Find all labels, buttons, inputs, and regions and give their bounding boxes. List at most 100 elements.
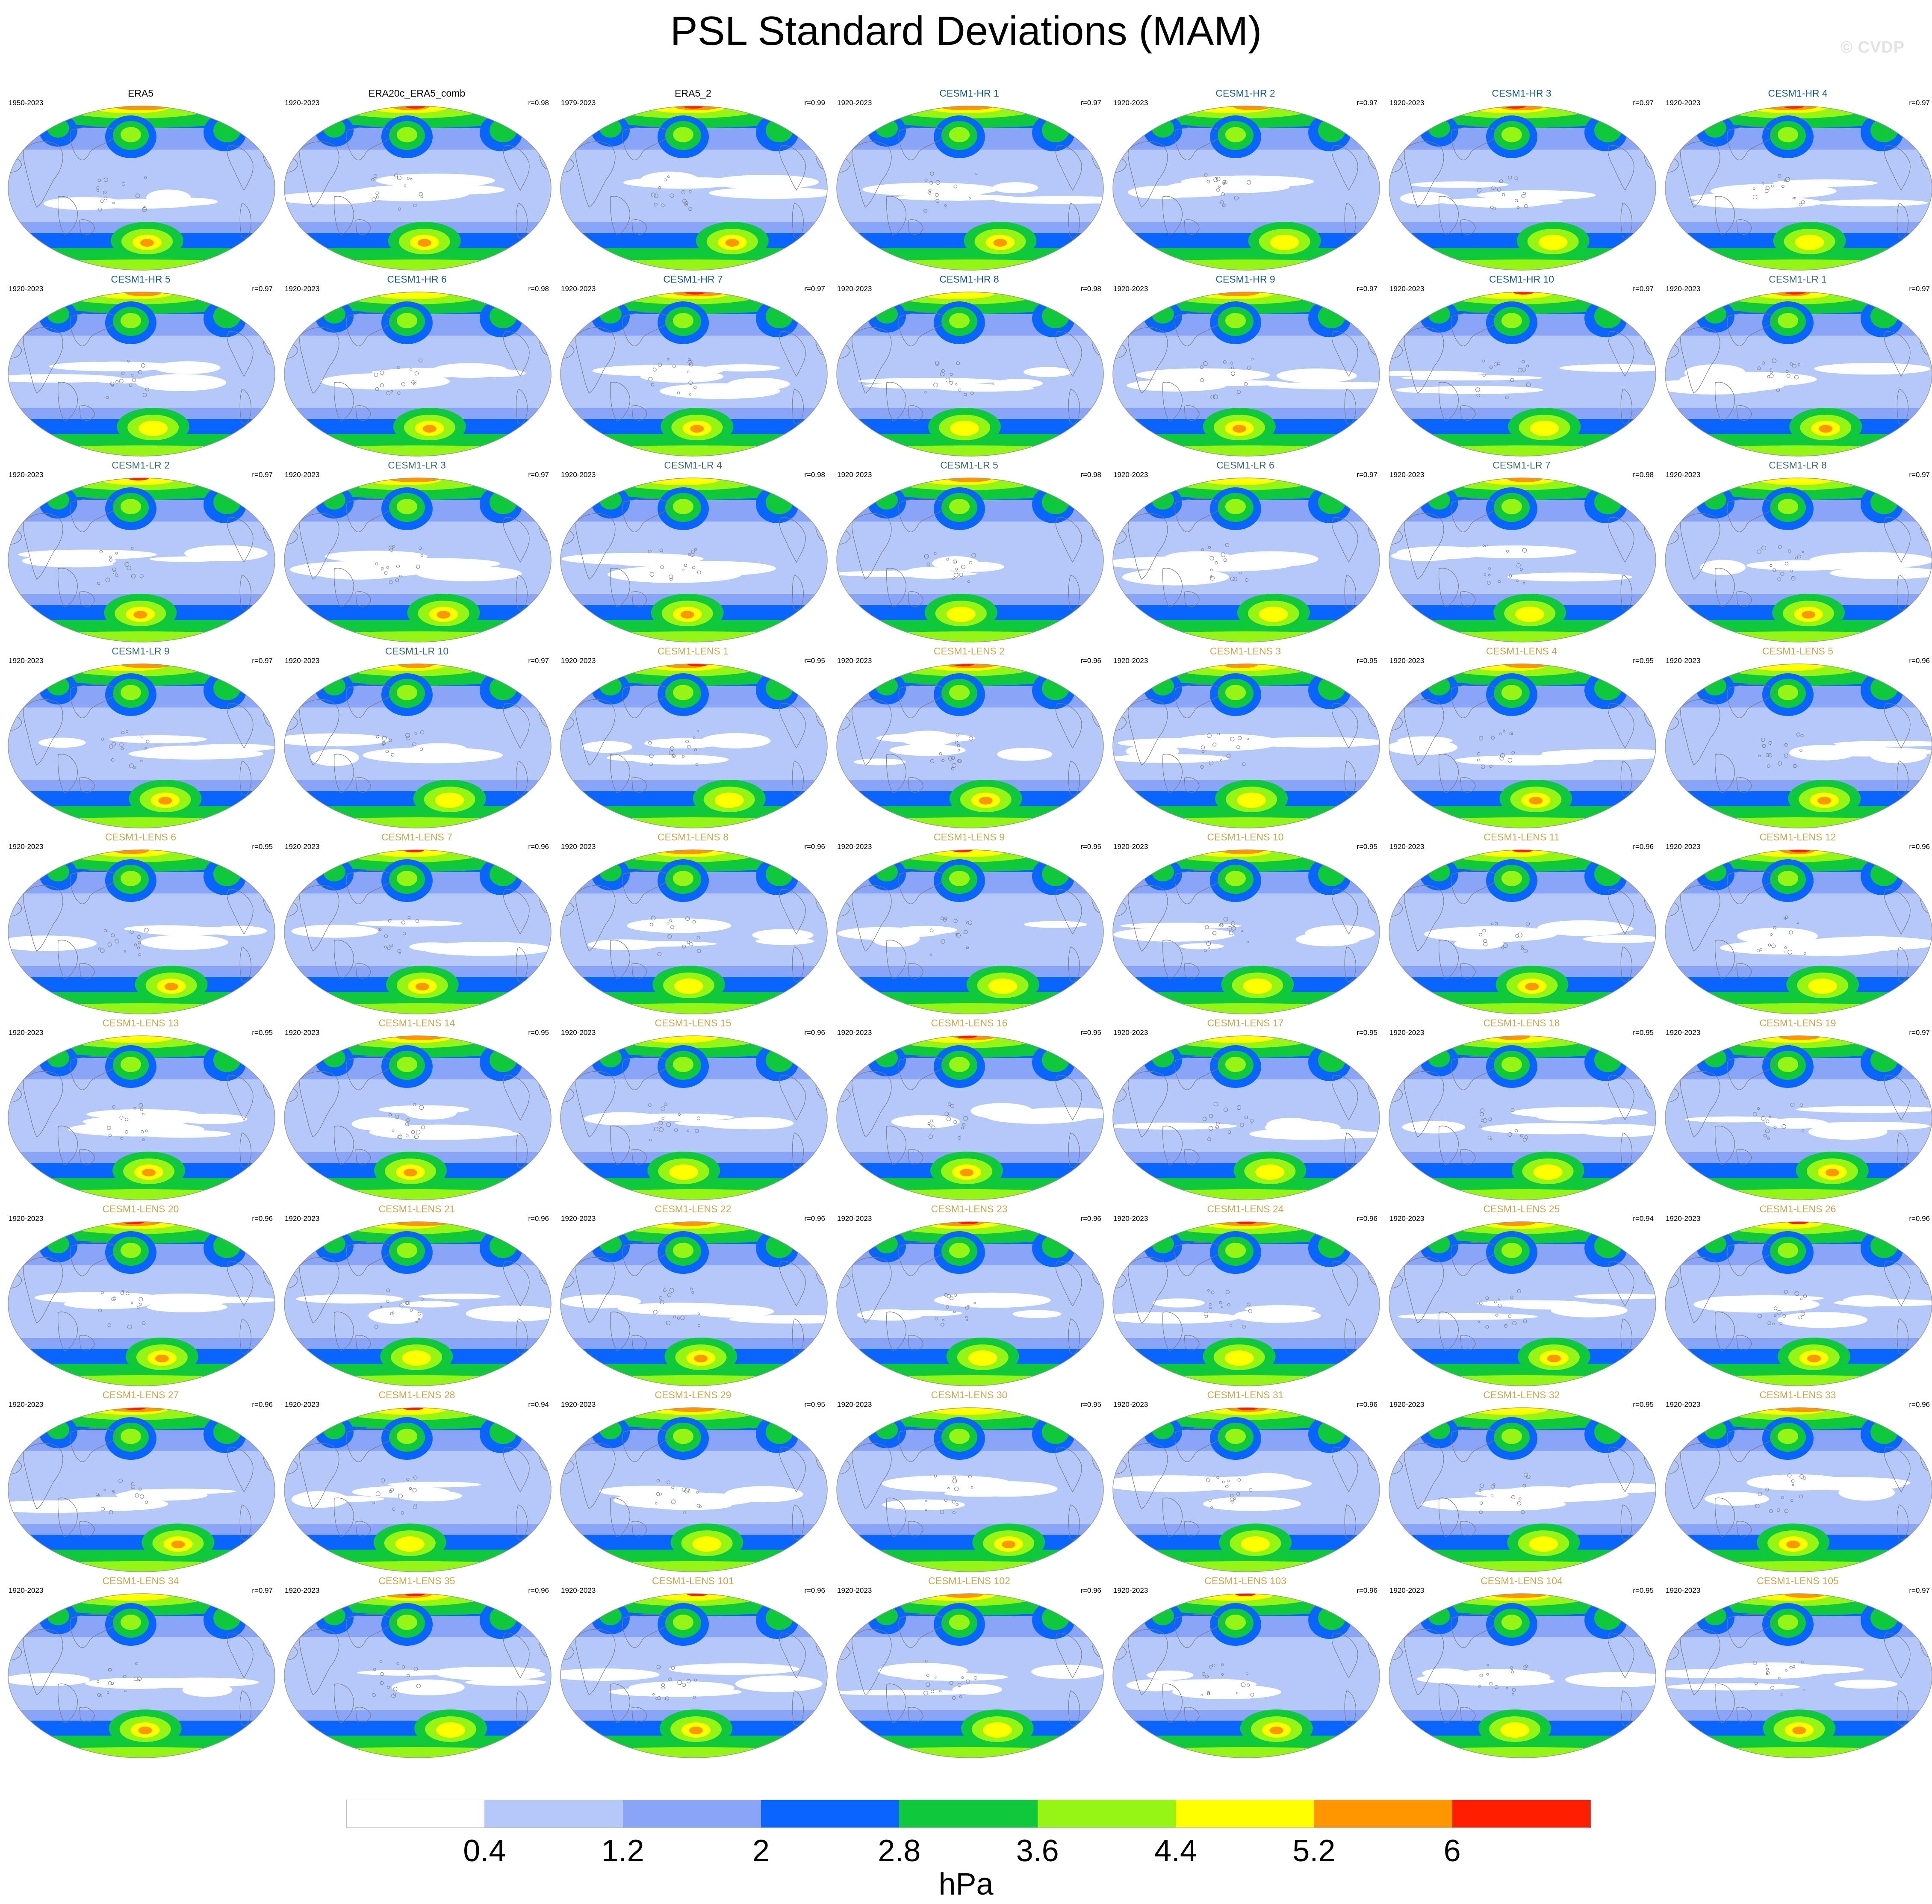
panel-title: CESM1-LENS 104 [1481, 1575, 1563, 1586]
panel-pattern-correlation: r=0.97 [252, 657, 273, 665]
panel-pattern-correlation: r=0.98 [804, 471, 825, 479]
panel-years: 1920-2023 [9, 843, 44, 851]
panel-title: CESM1-LENS 3 [1209, 645, 1281, 657]
panel-title: CESM1-LENS 4 [1486, 645, 1557, 657]
panel-pattern-correlation: r=0.95 [1633, 1029, 1654, 1037]
panel-title: CESM1-LENS 23 [931, 1203, 1008, 1214]
panel-years: 1920-2023 [285, 285, 320, 293]
psl-std-map [284, 1221, 552, 1386]
panel-pattern-correlation: r=0.94 [1633, 1214, 1654, 1223]
panel-title: CESM1-HR 3 [1492, 88, 1551, 99]
colorbar-tick-label: 2 [752, 1834, 770, 1868]
map-panel: ERA5 1950-2023 [3, 88, 279, 274]
panel-title: CESM1-LENS 31 [1207, 1389, 1284, 1400]
panel-title: CESM1-LENS 2 [933, 645, 1005, 657]
map-panel: CESM1-LR 3 1920-2023 r=0.97 [279, 460, 555, 645]
map-panel: CESM1-LENS 19 1920-2023 r=0.97 [1660, 1017, 1932, 1203]
psl-std-map [836, 1593, 1104, 1758]
panel-pattern-correlation: r=0.96 [1357, 1214, 1377, 1223]
panel-years: 1920-2023 [1389, 471, 1425, 479]
panel-title: CESM1-LENS 101 [652, 1575, 734, 1586]
psl-std-map [1665, 849, 1932, 1014]
panel-title: ERA5_2 [675, 88, 711, 99]
panel-pattern-correlation: r=0.95 [1080, 1029, 1101, 1037]
panel-pattern-correlation: r=0.95 [1633, 1586, 1654, 1595]
panel-title: CESM1-LR 2 [112, 460, 170, 471]
panel-years: 1920-2023 [1389, 657, 1425, 665]
panel-title: CESM1-LENS 24 [1207, 1203, 1284, 1214]
panel-years: 1920-2023 [1666, 1586, 1701, 1595]
map-panel-grid: ERA5 1950-2023 ERA20c_ERA5_comb 1920-2023 r=… [3, 88, 1932, 1761]
psl-std-map [1112, 292, 1380, 457]
psl-std-map [560, 477, 828, 643]
panel-years: 1920-2023 [9, 1029, 44, 1037]
psl-std-map [560, 663, 828, 828]
psl-std-map [1665, 477, 1932, 643]
panel-title: CESM1-LR 5 [940, 460, 998, 471]
panel-pattern-correlation: r=0.97 [252, 1586, 273, 1595]
psl-std-map [1665, 106, 1932, 271]
map-panel: CESM1-LENS 8 1920-2023 r=0.96 [555, 831, 831, 1017]
map-panel: CESM1-LENS 35 1920-2023 r=0.96 [279, 1575, 555, 1761]
map-panel: CESM1-LENS 7 1920-2023 r=0.96 [279, 831, 555, 1017]
panel-title: CESM1-HR 1 [939, 88, 999, 99]
panel-pattern-correlation: r=0.96 [1080, 1214, 1101, 1223]
map-panel: CESM1-LENS 33 1920-2023 r=0.96 [1660, 1389, 1932, 1575]
psl-std-map [8, 477, 275, 643]
psl-std-map [560, 1593, 828, 1758]
psl-std-map [1389, 1593, 1656, 1758]
colorbar-tick-label: 5.2 [1292, 1834, 1336, 1868]
panel-title: CESM1-LENS 33 [1759, 1389, 1836, 1400]
panel-title: CESM1-LENS 30 [931, 1389, 1008, 1400]
map-panel: CESM1-LENS 15 1920-2023 r=0.96 [555, 1017, 831, 1203]
panel-pattern-correlation: r=0.94 [528, 1400, 549, 1409]
map-panel: CESM1-LENS 24 1920-2023 r=0.96 [1107, 1203, 1383, 1389]
panel-title: CESM1-LENS 28 [378, 1389, 455, 1400]
panel-pattern-correlation: r=0.98 [528, 99, 549, 107]
psl-std-map [284, 106, 552, 271]
panel-pattern-correlation: r=0.98 [528, 285, 549, 293]
psl-std-map [284, 849, 552, 1014]
psl-std-map [1112, 1035, 1380, 1200]
panel-years: 1920-2023 [1113, 843, 1148, 851]
panel-pattern-correlation: r=0.95 [1357, 1029, 1377, 1037]
map-panel: ERA20c_ERA5_comb 1920-2023 r=0.98 [279, 88, 555, 274]
panel-years: 1920-2023 [837, 471, 872, 479]
panel-pattern-correlation: r=0.95 [804, 1400, 825, 1409]
panel-years: 1920-2023 [9, 1400, 44, 1409]
cvdp-watermark: © CVDP [1841, 38, 1905, 56]
panel-title: CESM1-LENS 9 [933, 831, 1005, 843]
map-panel: CESM1-LENS 14 1920-2023 r=0.95 [279, 1017, 555, 1203]
panel-pattern-correlation: r=0.96 [804, 1029, 825, 1037]
map-panel: CESM1-LENS 4 1920-2023 r=0.95 [1383, 645, 1660, 831]
panel-years: 1920-2023 [1666, 843, 1701, 851]
psl-std-map [284, 1593, 552, 1758]
map-panel: CESM1-LENS 29 1920-2023 r=0.95 [555, 1389, 831, 1575]
psl-std-map [1665, 663, 1932, 828]
panel-pattern-correlation: r=0.95 [1357, 843, 1377, 851]
panel-title: CESM1-HR 2 [1215, 88, 1275, 99]
panel-years: 1920-2023 [1666, 1214, 1701, 1223]
panel-pattern-correlation: r=0.97 [528, 471, 549, 479]
colorbar-frame [346, 1800, 1590, 1828]
panel-title: CESM1-LENS 11 [1484, 831, 1560, 843]
panel-years: 1920-2023 [285, 1029, 320, 1037]
panel-years: 1920-2023 [1666, 1029, 1701, 1037]
map-panel: CESM1-LENS 104 1920-2023 r=0.95 [1383, 1575, 1660, 1761]
map-panel: CESM1-HR 2 1920-2023 r=0.97 [1107, 88, 1383, 274]
psl-std-map [560, 106, 828, 271]
panel-years: 1920-2023 [561, 1400, 596, 1409]
map-panel: ERA5_2 1979-2023 r=0.99 [555, 88, 831, 274]
panel-title: CESM1-LENS 19 [1759, 1017, 1836, 1029]
panel-pattern-correlation: r=0.96 [1633, 843, 1654, 851]
panel-title: CESM1-HR 10 [1489, 274, 1554, 285]
colorbar-units: hPa [938, 1867, 994, 1901]
panel-years: 1920-2023 [561, 1214, 596, 1223]
panel-years: 1920-2023 [1389, 1214, 1425, 1223]
panel-title: CESM1-LENS 1 [657, 645, 729, 657]
panel-title: CESM1-LENS 29 [655, 1389, 732, 1400]
panel-years: 1920-2023 [1389, 1029, 1425, 1037]
map-panel: CESM1-LENS 9 1920-2023 r=0.95 [831, 831, 1107, 1017]
map-panel: CESM1-LENS 20 1920-2023 r=0.96 [3, 1203, 279, 1389]
psl-std-map [284, 477, 552, 643]
